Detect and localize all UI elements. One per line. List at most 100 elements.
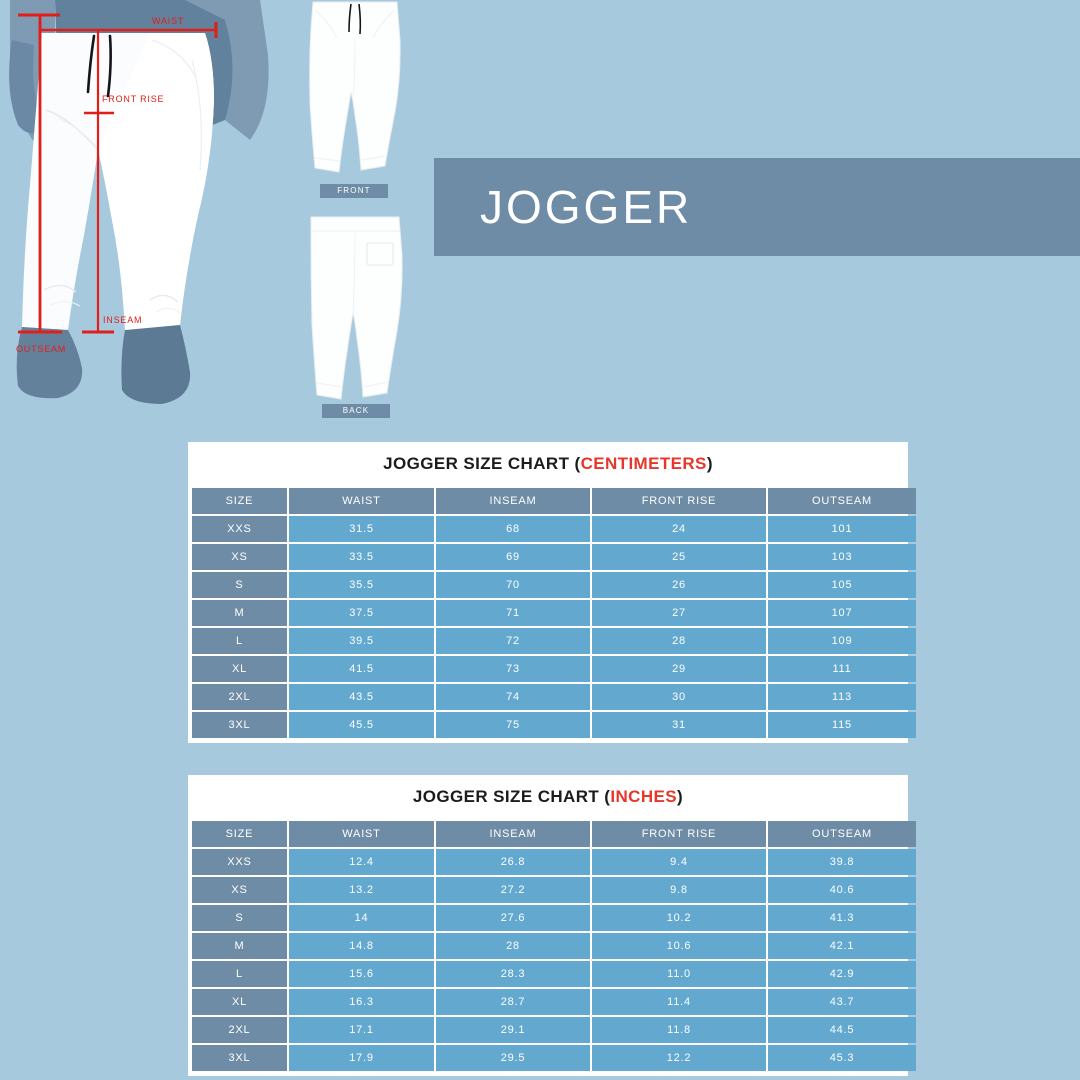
cell-inseam: 73 — [436, 656, 590, 682]
table-row: M 37.5 71 27 107 — [192, 600, 916, 626]
size-table-inches: SIZE WAIST INSEAM FRONT RISE OUTSEAM XXS… — [190, 819, 918, 1073]
cell-size: M — [192, 600, 287, 626]
table-row: XS 33.5 69 25 103 — [192, 544, 916, 570]
cell-front-rise: 24 — [592, 516, 766, 542]
cell-outseam: 109 — [768, 628, 916, 654]
cell-waist: 15.6 — [289, 961, 434, 987]
front-rise-label: FRONT RISE — [102, 94, 164, 104]
cell-waist: 41.5 — [289, 656, 434, 682]
cell-waist: 17.9 — [289, 1045, 434, 1071]
cell-size: XXS — [192, 516, 287, 542]
table-row: S 14 27.6 10.2 41.3 — [192, 905, 916, 931]
cell-front-rise: 12.2 — [592, 1045, 766, 1071]
col-header-inseam: INSEAM — [436, 821, 590, 847]
cell-outseam: 42.9 — [768, 961, 916, 987]
cell-waist: 35.5 — [289, 572, 434, 598]
table-row: 2XL 17.1 29.1 11.8 44.5 — [192, 1017, 916, 1043]
cell-front-rise: 9.4 — [592, 849, 766, 875]
mannequin-diagram: WAIST FRONT RISE INSEAM OUTSEAM — [9, 0, 269, 404]
col-header-front-rise: FRONT RISE — [592, 488, 766, 514]
cell-outseam: 113 — [768, 684, 916, 710]
cell-inseam: 26.8 — [436, 849, 590, 875]
col-header-waist: WAIST — [289, 821, 434, 847]
table-row: L 15.6 28.3 11.0 42.9 — [192, 961, 916, 987]
cell-inseam: 29.5 — [436, 1045, 590, 1071]
cell-inseam: 75 — [436, 712, 590, 738]
cell-front-rise: 29 — [592, 656, 766, 682]
col-header-outseam: OUTSEAM — [768, 821, 916, 847]
flat-front-label: FRONT — [320, 184, 388, 198]
cell-outseam: 111 — [768, 656, 916, 682]
cell-front-rise: 26 — [592, 572, 766, 598]
cell-front-rise: 31 — [592, 712, 766, 738]
cell-waist: 45.5 — [289, 712, 434, 738]
flat-front — [309, 1, 401, 173]
chart-title-close: ) — [706, 454, 713, 473]
cell-waist: 14 — [289, 905, 434, 931]
col-header-inseam: INSEAM — [436, 488, 590, 514]
table-row: S 35.5 70 26 105 — [192, 572, 916, 598]
page-title: JOGGER — [480, 181, 693, 233]
cell-front-rise: 11.4 — [592, 989, 766, 1015]
cell-outseam: 42.1 — [768, 933, 916, 959]
flat-back-label: BACK — [322, 404, 390, 418]
shoes — [16, 325, 191, 404]
cell-size: 3XL — [192, 1045, 287, 1071]
cell-size: M — [192, 933, 287, 959]
cell-size: XXS — [192, 849, 287, 875]
cell-size: XS — [192, 877, 287, 903]
cell-inseam: 28.7 — [436, 989, 590, 1015]
size-table-centimeters: SIZE WAIST INSEAM FRONT RISE OUTSEAM XXS… — [190, 486, 918, 740]
cell-size: S — [192, 905, 287, 931]
technical-flats — [309, 1, 403, 400]
cell-front-rise: 28 — [592, 628, 766, 654]
table-row: XXS 12.4 26.8 9.4 39.8 — [192, 849, 916, 875]
cell-front-rise: 25 — [592, 544, 766, 570]
cell-waist: 13.2 — [289, 877, 434, 903]
col-header-front-rise: FRONT RISE — [592, 821, 766, 847]
table-header-row: SIZE WAIST INSEAM FRONT RISE OUTSEAM — [192, 821, 916, 847]
cell-waist: 37.5 — [289, 600, 434, 626]
chart-title-main: JOGGER SIZE CHART ( — [412, 787, 611, 806]
cell-size: XL — [192, 989, 287, 1015]
table-row: L 39.5 72 28 109 — [192, 628, 916, 654]
cell-outseam: 107 — [768, 600, 916, 626]
cell-size: 2XL — [192, 684, 287, 710]
cell-inseam: 70 — [436, 572, 590, 598]
cell-inseam: 28 — [436, 933, 590, 959]
table-row: 2XL 43.5 74 30 113 — [192, 684, 916, 710]
cell-waist: 17.1 — [289, 1017, 434, 1043]
cell-waist: 39.5 — [289, 628, 434, 654]
table-row: XS 13.2 27.2 9.8 40.6 — [192, 877, 916, 903]
cell-front-rise: 9.8 — [592, 877, 766, 903]
cell-outseam: 39.8 — [768, 849, 916, 875]
cell-outseam: 43.7 — [768, 989, 916, 1015]
size-chart-centimeters: JOGGER SIZE CHART (CENTIMETERS) SIZE WAI… — [188, 442, 916, 743]
cell-waist: 33.5 — [289, 544, 434, 570]
cell-size: 3XL — [192, 712, 287, 738]
cell-inseam: 71 — [436, 600, 590, 626]
table-header-row: SIZE WAIST INSEAM FRONT RISE OUTSEAM — [192, 488, 916, 514]
table-row: XXS 31.5 68 24 101 — [192, 516, 916, 542]
measurement-lines — [18, 13, 218, 334]
cell-inseam: 27.2 — [436, 877, 590, 903]
cell-inseam: 68 — [436, 516, 590, 542]
cell-outseam: 44.5 — [768, 1017, 916, 1043]
cell-front-rise: 27 — [592, 600, 766, 626]
chart-title-unit: INCHES — [610, 787, 678, 806]
flat-back — [310, 216, 403, 400]
cell-outseam: 41.3 — [768, 905, 916, 931]
cell-size: S — [192, 572, 287, 598]
cell-size: XS — [192, 544, 287, 570]
cell-outseam: 40.6 — [768, 877, 916, 903]
cell-size: L — [192, 628, 287, 654]
table-row: XL 16.3 28.7 11.4 43.7 — [192, 989, 916, 1015]
outseam-label: OUTSEAM — [16, 344, 66, 354]
cell-size: 2XL — [192, 1017, 287, 1043]
cell-inseam: 27.6 — [436, 905, 590, 931]
table-row: XL 41.5 73 29 111 — [192, 656, 916, 682]
table-row: 3XL 17.9 29.5 12.2 45.3 — [192, 1045, 916, 1071]
cell-waist: 14.8 — [289, 933, 434, 959]
inseam-label: INSEAM — [103, 315, 142, 325]
col-header-size: SIZE — [192, 821, 287, 847]
